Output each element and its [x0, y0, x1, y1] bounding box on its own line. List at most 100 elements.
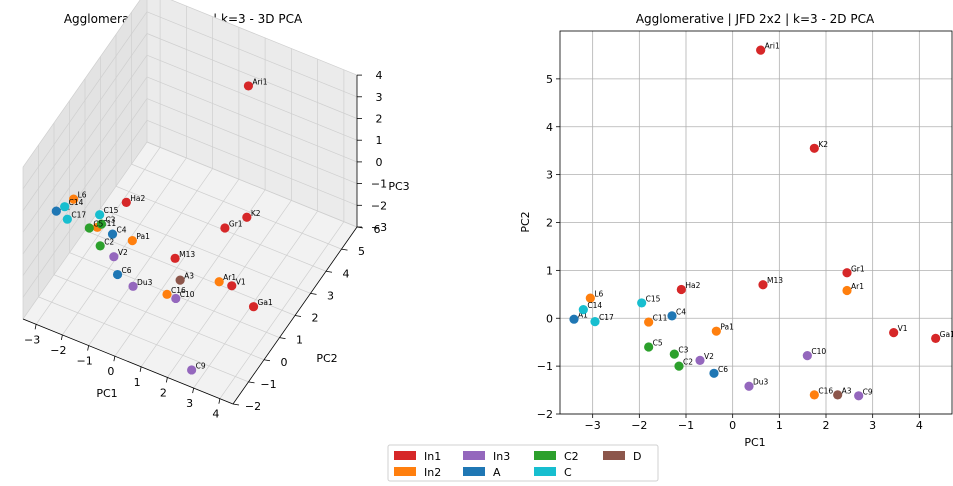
chart-3d-gridline — [146, 33, 358, 119]
chart-2d-point — [756, 45, 766, 55]
chart-3d-ytick-label: 3 — [327, 289, 334, 302]
chart-2d-point-label: Du3 — [753, 378, 769, 387]
chart-3d-point-label: Ga1 — [258, 298, 273, 307]
chart-2d-ytick-label: 4 — [546, 121, 553, 134]
chart-2d-point-label: C4 — [676, 307, 686, 316]
legend-label: D — [633, 450, 641, 463]
chart-3d-point-label: Du3 — [137, 278, 153, 287]
chart-3d-gridline — [22, 76, 148, 255]
legend-label: C2 — [564, 450, 579, 463]
chart-3d-point-label: C3 — [105, 216, 115, 225]
chart-2d-point — [644, 317, 654, 327]
chart-3d-xtick — [113, 356, 116, 362]
chart-3d-xtick — [218, 398, 221, 404]
chart-3d-gridline — [146, 119, 358, 206]
chart-3d-gridline — [22, 33, 148, 211]
chart-3d-gridline — [131, 163, 342, 250]
legend-label: In3 — [493, 450, 510, 463]
chart-2d-xtick-label: −1 — [678, 419, 694, 432]
chart-3d-ztick-label: 0 — [376, 156, 383, 169]
chart-2d-point — [676, 284, 686, 295]
chart-2d-ytick-label: −2 — [537, 408, 553, 421]
chart-2d-point-label: C6 — [718, 365, 728, 374]
chart-3d-ytick-label: −2 — [245, 400, 261, 413]
chart-3d-point — [243, 81, 254, 91]
chart-2d-xtick-label: −2 — [631, 419, 647, 432]
chart-3d-zlabel: PC3 — [388, 180, 409, 193]
chart-2d-point-label: K2 — [818, 140, 828, 149]
chart-3d-point-label: M13 — [179, 250, 195, 259]
chart-2d-point-label: C5 — [653, 338, 663, 347]
chart-2d-ytick-label: 0 — [546, 312, 553, 325]
chart-2d-point — [758, 280, 768, 290]
chart-2d-ylabel: PC2 — [519, 211, 532, 232]
chart-2d-xlabel: PC1 — [744, 436, 765, 449]
chart-2d-point — [709, 368, 719, 378]
chart-3d-point-label: C6 — [122, 266, 132, 275]
chart-2d-point — [802, 350, 812, 361]
chart-3d-point — [214, 277, 224, 287]
chart-2d-point — [674, 361, 684, 371]
chart-3d-point-label: Pa1 — [136, 232, 150, 241]
chart-2d-point — [842, 268, 852, 278]
chart-2d-point-label: C10 — [811, 347, 826, 356]
chart-2d-point — [578, 305, 588, 315]
legend-swatch — [394, 451, 416, 460]
chart-3d-xtick-label: −1 — [77, 355, 93, 368]
chart-2d-point — [833, 390, 843, 400]
chart-3d-gridline — [170, 0, 358, 76]
chart-3d-point — [175, 275, 185, 285]
chart-2d-point — [585, 293, 595, 303]
chart-3d-ztick-label: −1 — [371, 178, 387, 191]
chart-3d-point — [95, 210, 105, 220]
chart-2d: −3 −2 −1 0 1 2 3 4 −2 −1 0 1 2 3 4 5 Ari1 K2 Gr1 M13 Ha2 V1 Ga… — [537, 30, 953, 432]
chart-3d-ytick — [248, 381, 255, 384]
chart-3d-ytick — [294, 315, 302, 317]
legend-swatch — [603, 451, 625, 460]
chart-3d-point — [220, 223, 230, 233]
chart-3d-ztick-label: 1 — [376, 134, 383, 147]
chart-3d-point-label: A3 — [184, 272, 194, 281]
chart-3d-xtick — [139, 366, 142, 372]
chart-2d-ytick-label: 5 — [546, 73, 553, 86]
chart-3d-point — [109, 252, 119, 262]
chart-2d-xtick-label: −3 — [585, 419, 601, 432]
chart-2d-point — [569, 314, 579, 324]
chart-3d-point-label: Ha2 — [130, 194, 145, 203]
chart-2d-point — [809, 390, 819, 400]
chart-2d-point-label: C3 — [678, 346, 688, 355]
chart-3d-xtick-label: 0 — [107, 365, 114, 378]
chart-2d-ytick-label: −1 — [537, 360, 553, 373]
chart-2d-point-label: A1 — [578, 311, 588, 320]
chart-3d-xtick-label: −3 — [24, 333, 40, 346]
chart-3d-ytick-label: 6 — [374, 223, 381, 236]
chart-3d-gridline — [146, 98, 358, 184]
chart-3d-point — [170, 253, 180, 263]
chart-3d-ytick-label: 5 — [358, 245, 365, 258]
chart-3d-ztick-label: −2 — [371, 199, 387, 212]
chart-3d-gridline — [38, 296, 249, 383]
chart-2d-point-label: C16 — [818, 386, 833, 395]
chart-2d-point — [669, 349, 679, 359]
chart-2d-point-label: C15 — [646, 294, 661, 303]
chart-3d-point-label: K2 — [251, 209, 261, 218]
chart-2d-point-label: M13 — [767, 276, 783, 285]
chart-3d-point — [121, 197, 131, 207]
chart-2d-point-label: Ga1 — [940, 330, 953, 339]
chart-2d-frame — [559, 30, 953, 415]
chart-3d-point-label: Gr1 — [229, 219, 243, 228]
chart-3d-gridline — [22, 0, 141, 168]
chart-2d-point-label: V2 — [704, 352, 714, 361]
chart-3d-point — [171, 293, 181, 304]
chart-2d-point — [667, 311, 677, 321]
chart-2d-ytick-label: 3 — [546, 169, 553, 182]
chart-2d-point — [931, 333, 941, 343]
chart-3d-gridline — [146, 76, 358, 163]
chart-3d-gridline — [22, 141, 148, 320]
chart-3d-gridline — [22, 120, 148, 298]
legend-swatch — [463, 451, 485, 460]
chart-3d-point-label: Ar1 — [223, 273, 236, 282]
chart-3d-point-label: C9 — [196, 361, 206, 370]
chart-3d-point-label: Ari1 — [252, 77, 267, 86]
